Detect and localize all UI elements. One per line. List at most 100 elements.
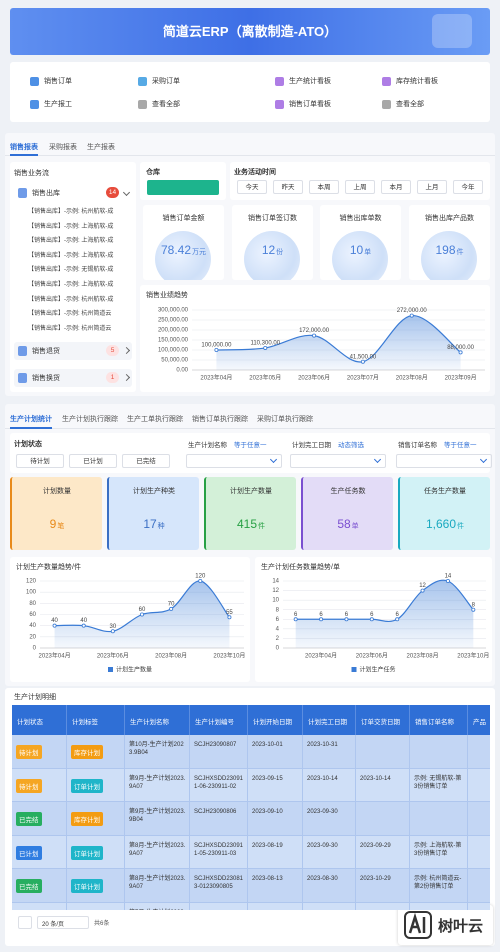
table-cell <box>468 802 490 836</box>
filter-op[interactable]: 等于任意一 <box>234 442 267 449</box>
period-button[interactable]: 上月 <box>417 180 447 194</box>
y-tick-label: 12 <box>272 588 279 594</box>
flow-item[interactable]: 【销售出库】-示例: 杭州航软-成 <box>28 209 114 215</box>
status-button[interactable]: 已计划 <box>69 454 117 468</box>
period-button[interactable]: 昨天 <box>273 180 303 194</box>
quick-link[interactable]: 生产报工 <box>30 98 130 112</box>
kpi-card: 计划生产数量 415件 <box>204 477 296 550</box>
point <box>409 313 414 318</box>
quick-link[interactable]: 生产统计看板 <box>275 75 375 89</box>
x-tick-label: 2023年06月 <box>356 652 388 660</box>
tab[interactable]: 生产报表 <box>87 144 115 151</box>
table-cell: 订单计划 <box>67 869 125 903</box>
table-cell <box>410 802 468 836</box>
y-tick-label: 0 <box>33 646 37 652</box>
quick-link[interactable]: 采购订单 <box>138 75 238 89</box>
table-cell <box>468 869 490 903</box>
kpi-value-row: 58单 <box>303 515 393 531</box>
filter-select[interactable] <box>396 454 492 468</box>
link-label: 采购订单 <box>152 78 180 85</box>
link-label: 生产报工 <box>44 101 72 108</box>
tab[interactable]: 生产计划执行跟踪 <box>62 416 118 423</box>
flow-item[interactable]: 【销售出库】-示例: 杭州航软-成 <box>28 296 114 303</box>
quick-link[interactable]: 销售订单看板 <box>275 98 375 112</box>
cell-text: 第8月-生产计划2023.9A07 <box>129 842 186 857</box>
y-tick-label: 250,000.00 <box>158 318 189 324</box>
header-label: 生产计划名称 <box>130 719 169 726</box>
period-button[interactable]: 上周 <box>345 180 375 194</box>
tab[interactable]: 销售报表 <box>10 144 38 151</box>
point <box>169 606 174 611</box>
flow-row[interactable]: 销售出库 14 <box>14 184 132 202</box>
status-button[interactable]: 已完结 <box>122 454 170 468</box>
table-cell <box>468 768 490 802</box>
flow-item[interactable]: 【销售出库】-示例: 杭州简道云 <box>28 311 112 318</box>
cell-text: 2023-08-19 <box>252 842 283 849</box>
flow-item[interactable]: 【销售出库】-示例: 上海航软-成 <box>28 282 114 288</box>
cell-text: SCJHXSDD230911-05-230911-03 <box>194 842 244 857</box>
column-header: 生产计划编号 <box>190 705 248 735</box>
tab[interactable]: 生产计划统计 <box>10 416 52 423</box>
tab[interactable]: 采购订单执行跟踪 <box>257 416 313 423</box>
point <box>360 359 365 364</box>
cell-text: 2023-09-15 <box>252 775 283 782</box>
filter-select[interactable] <box>290 454 386 468</box>
flow-item[interactable]: 【销售出库】-示例: 上海航软-成 <box>28 238 114 245</box>
table-cell: 已完结 <box>12 802 67 836</box>
flow-item[interactable]: 【销售出库】-示例: 上海航软-成 <box>28 252 114 259</box>
x-tick-label: 2023年05月 <box>249 374 281 382</box>
quick-link[interactable]: 查看全部 <box>138 98 238 112</box>
x-tick-label: 2023年06月 <box>97 652 129 660</box>
period-button[interactable]: 今天 <box>237 180 267 194</box>
cell-text: SCJH23090806 <box>194 809 237 815</box>
y-tick-label: 120 <box>26 579 37 585</box>
page-size-select[interactable]: 20 条/页 <box>37 916 89 929</box>
cell-text: 2023-09-29 <box>360 842 391 849</box>
cell-text: 示例: 无锡航软-第3份销售订单 <box>414 775 462 790</box>
table-cell <box>356 802 410 836</box>
table-cell: SCJH23090804 <box>190 902 248 910</box>
period-button[interactable]: 本周 <box>309 180 339 194</box>
flow-item[interactable]: 【销售出库】-示例: 杭州简道云 <box>28 325 112 332</box>
filter-select[interactable] <box>186 454 282 468</box>
quick-link[interactable]: 库存统计看板 <box>382 75 482 89</box>
tab[interactable]: 销售订单执行跟踪 <box>192 416 248 423</box>
point <box>214 348 219 353</box>
filter-op[interactable]: 动态筛选 <box>338 442 364 449</box>
data-label: 12 <box>419 583 426 589</box>
flow-item[interactable]: 【销售出库】-示例: 上海航软-成 <box>28 223 114 230</box>
filter-op[interactable]: 等于任意一 <box>444 442 477 449</box>
pager-icon[interactable] <box>18 916 32 929</box>
kpi-value: 12 <box>261 243 276 257</box>
cell-text: 示例: 上海航软-第3份销售订单 <box>414 842 462 857</box>
y-tick-label: 100,000.00 <box>158 348 189 354</box>
header-title: 简道云ERP（离散制造-ATO） <box>162 24 338 39</box>
table-cell: 第8月-生产计划2023.9A07 <box>125 869 190 903</box>
kpi-unit: 笔 <box>57 523 65 530</box>
flow-row[interactable]: 销售换货 1 <box>14 369 132 387</box>
quick-link[interactable]: 查看全部 <box>382 98 482 112</box>
data-label: 40 <box>51 618 58 624</box>
period-button[interactable]: 本月 <box>381 180 411 194</box>
point <box>52 623 57 628</box>
data-label: 6 <box>319 612 323 618</box>
flow-item[interactable]: 【销售出库】-示例: 无锡航软-成 <box>28 267 114 274</box>
tab-underline <box>10 427 52 429</box>
cell-text: 2023-10-31 <box>307 742 338 748</box>
table-cell: SCJHXSDD230911-05-230911-03 <box>190 835 248 869</box>
chart-title: 计划生产数量趋势/件 <box>16 562 81 571</box>
header-banner: 简道云ERP（离散制造-ATO） <box>10 8 490 55</box>
warehouse-select[interactable] <box>147 180 219 195</box>
flow-row[interactable]: 销售退货 5 <box>14 342 132 360</box>
table-cell: SCJH23090807 <box>190 735 248 769</box>
period-button[interactable]: 今年 <box>453 180 483 194</box>
tab[interactable]: 生产工单执行跟踪 <box>127 416 183 423</box>
status-button[interactable]: 待计划 <box>16 454 64 468</box>
tab[interactable]: 采购报表 <box>49 144 77 151</box>
table-cell: 2023-09-30 <box>303 835 356 869</box>
cell-text: SCJHXSDD230911-06-230911-02 <box>194 775 244 790</box>
quick-link[interactable]: 销售订单 <box>30 75 130 89</box>
table-cell: 2023-10-31 <box>303 735 356 769</box>
x-tick-label: 2023年04月 <box>200 374 232 382</box>
